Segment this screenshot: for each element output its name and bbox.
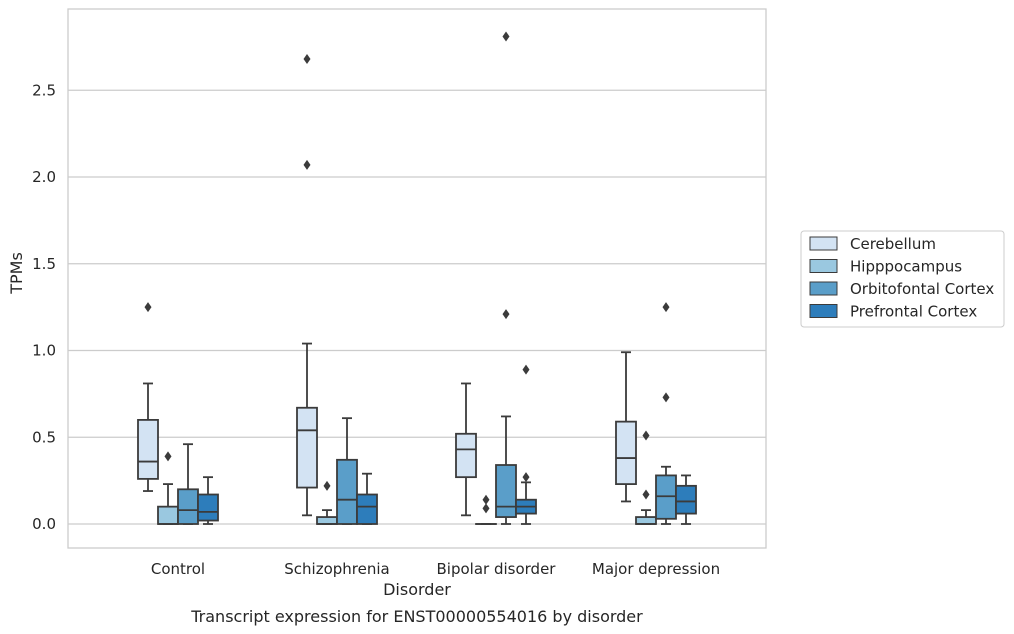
- legend-swatch: [809, 236, 838, 251]
- outlier-point: [642, 489, 650, 500]
- outlier-point: [482, 494, 490, 505]
- box-iqr: [455, 432, 477, 479]
- box-group: [515, 364, 537, 525]
- x-tick-label: Bipolar disorder: [437, 560, 557, 578]
- box-iqr: [296, 406, 318, 489]
- box-iqr: [356, 493, 378, 525]
- box-group: [177, 443, 199, 525]
- box-group: [336, 417, 358, 525]
- outlier-point: [303, 54, 311, 65]
- chart-caption: Transcript expression for ENST0000055401…: [190, 607, 643, 626]
- box-group: [296, 54, 318, 517]
- y-tick-label: 1.5: [32, 255, 56, 273]
- outlier-point: [522, 364, 530, 375]
- legend-swatch: [809, 259, 838, 273]
- outlier-point: [662, 302, 670, 313]
- outlier-point: [303, 159, 311, 170]
- box-group: [197, 476, 219, 525]
- box-group: [316, 480, 338, 525]
- outlier-point: [323, 480, 331, 491]
- x-tick-label: Major depression: [592, 560, 720, 578]
- box-group: [455, 382, 477, 517]
- box-group: [615, 351, 637, 503]
- legend-label: Orbitofontal Cortex: [850, 280, 994, 298]
- box-iqr: [316, 516, 338, 525]
- outlier-point: [502, 309, 510, 320]
- box-iqr: [336, 458, 358, 525]
- outlier-point: [164, 451, 172, 462]
- x-tick-labels: Control Schizophrenia Bipolar disorder Majo…: [151, 560, 720, 578]
- plot-frame: [67, 8, 767, 549]
- outlier-point: [144, 302, 152, 313]
- box-iqr: [615, 420, 637, 485]
- box-group: [356, 472, 378, 525]
- outlier-point: [482, 503, 490, 514]
- outlier-point: [662, 392, 670, 403]
- y-axis-title: TPMs: [7, 252, 26, 295]
- box-iqr: [675, 484, 697, 515]
- box-iqr: [197, 493, 219, 522]
- box-group: [137, 302, 159, 492]
- box-iqr: [495, 464, 517, 518]
- y-tick-label: 2.5: [32, 81, 56, 99]
- legend-label: Hipppocampus: [850, 258, 962, 276]
- legend-frame: [800, 230, 1005, 328]
- y-tick-label: 0.5: [32, 428, 56, 446]
- y-tick-label: 1.0: [32, 342, 56, 360]
- box-group: [635, 430, 657, 525]
- box-group: [655, 302, 677, 525]
- box-iqr: [177, 488, 199, 525]
- x-axis-title: Disorder: [383, 580, 451, 599]
- y-tick-label: 2.0: [32, 168, 56, 186]
- box-group: [157, 451, 179, 525]
- outlier-point: [642, 430, 650, 441]
- legend-swatch: [809, 281, 838, 296]
- outlier-point: [502, 31, 510, 42]
- legend-swatch: [809, 304, 838, 318]
- box-group: [475, 494, 497, 525]
- grid-lines: [68, 89, 766, 525]
- y-tick-labels: 0.0 0.5 1.0 1.5 2.0 2.5: [32, 81, 56, 533]
- box-iqr: [157, 505, 179, 525]
- box-iqr: [635, 516, 657, 525]
- outlier-point: [522, 472, 530, 483]
- legend: Cerebellum Hipppocampus Orbitofontal Corte…: [800, 230, 1005, 328]
- legend-label: Cerebellum: [850, 235, 936, 253]
- x-tick-label: Schizophrenia: [284, 560, 389, 578]
- x-tick-label: Control: [151, 560, 205, 578]
- legend-label: Prefrontal Cortex: [850, 303, 977, 321]
- box-group: [495, 31, 517, 525]
- box-iqr: [137, 418, 159, 480]
- y-tick-label: 0.0: [32, 515, 56, 533]
- box-group: [675, 474, 697, 525]
- box-series: [137, 31, 697, 525]
